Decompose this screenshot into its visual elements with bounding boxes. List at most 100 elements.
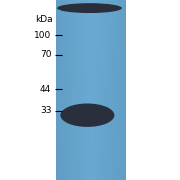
Text: 100: 100 — [34, 31, 51, 40]
Bar — [117, 0, 118, 180]
Bar — [71, 0, 73, 180]
Bar — [56, 58, 126, 63]
Bar — [77, 0, 78, 180]
Bar — [56, 157, 126, 162]
Bar — [83, 0, 84, 180]
Bar — [56, 76, 126, 81]
Bar — [56, 0, 57, 180]
Bar — [75, 0, 76, 180]
Bar — [110, 0, 111, 180]
Bar — [56, 40, 126, 45]
Bar — [56, 49, 126, 54]
Bar — [76, 0, 77, 180]
Text: 33: 33 — [40, 106, 51, 115]
Bar — [87, 0, 89, 180]
Bar — [70, 0, 71, 180]
Bar — [97, 0, 98, 180]
Bar — [60, 0, 62, 180]
Bar — [113, 0, 115, 180]
Bar — [104, 0, 105, 180]
Bar — [56, 9, 126, 14]
Bar — [85, 0, 87, 180]
Bar — [78, 0, 80, 180]
Bar — [73, 0, 75, 180]
Bar — [72, 0, 74, 180]
Bar — [90, 0, 91, 180]
Bar — [105, 0, 106, 180]
Bar — [89, 0, 90, 180]
Bar — [82, 0, 83, 180]
Bar — [56, 81, 126, 86]
Bar — [56, 117, 126, 122]
Bar — [56, 130, 126, 135]
Bar — [98, 0, 99, 180]
Bar — [119, 0, 121, 180]
Bar — [107, 0, 109, 180]
Bar — [56, 45, 126, 50]
Bar — [56, 0, 126, 4]
Bar — [124, 0, 125, 180]
Ellipse shape — [60, 103, 114, 127]
Bar — [108, 0, 110, 180]
Bar — [112, 0, 113, 180]
Bar — [116, 0, 117, 180]
Bar — [64, 0, 66, 180]
Bar — [80, 0, 82, 180]
Bar — [56, 27, 126, 31]
Bar — [86, 0, 88, 180]
Bar — [56, 144, 126, 148]
Bar — [56, 108, 126, 112]
Bar — [56, 103, 126, 108]
Bar — [91, 0, 93, 180]
Bar — [56, 18, 126, 22]
Bar — [56, 54, 126, 59]
Bar — [56, 36, 126, 40]
Bar — [93, 0, 95, 180]
Bar — [58, 0, 60, 180]
Bar — [56, 67, 126, 72]
Bar — [56, 121, 126, 126]
Bar — [106, 0, 108, 180]
Bar — [56, 72, 126, 76]
Bar — [56, 126, 126, 130]
Bar — [103, 0, 104, 180]
Bar — [102, 0, 103, 180]
Bar — [56, 31, 126, 36]
Bar — [63, 0, 64, 180]
Bar — [114, 0, 116, 180]
Bar — [99, 0, 101, 180]
Bar — [56, 153, 126, 158]
Text: kDa: kDa — [35, 15, 53, 24]
Bar — [56, 94, 126, 99]
Ellipse shape — [57, 3, 122, 13]
Bar — [111, 0, 112, 180]
Text: 70: 70 — [40, 50, 51, 59]
Bar — [92, 0, 94, 180]
Bar — [56, 135, 126, 140]
Bar — [65, 0, 67, 180]
Bar — [56, 171, 126, 176]
Bar — [84, 0, 85, 180]
Bar — [56, 139, 126, 144]
Bar — [56, 148, 126, 153]
Bar — [62, 0, 63, 180]
Bar — [56, 99, 126, 104]
Bar — [120, 0, 122, 180]
Bar — [69, 0, 70, 180]
Bar — [68, 0, 69, 180]
Bar — [56, 13, 126, 18]
Bar — [121, 0, 123, 180]
Bar — [56, 4, 126, 9]
Bar — [56, 22, 126, 27]
Bar — [79, 0, 81, 180]
Bar — [56, 112, 126, 117]
Bar — [122, 0, 124, 180]
Bar — [118, 0, 119, 180]
Bar — [56, 175, 126, 180]
Bar — [56, 63, 126, 68]
Bar — [56, 166, 126, 171]
Bar — [94, 0, 96, 180]
Text: 44: 44 — [40, 85, 51, 94]
Bar — [96, 0, 97, 180]
Bar — [56, 162, 126, 167]
